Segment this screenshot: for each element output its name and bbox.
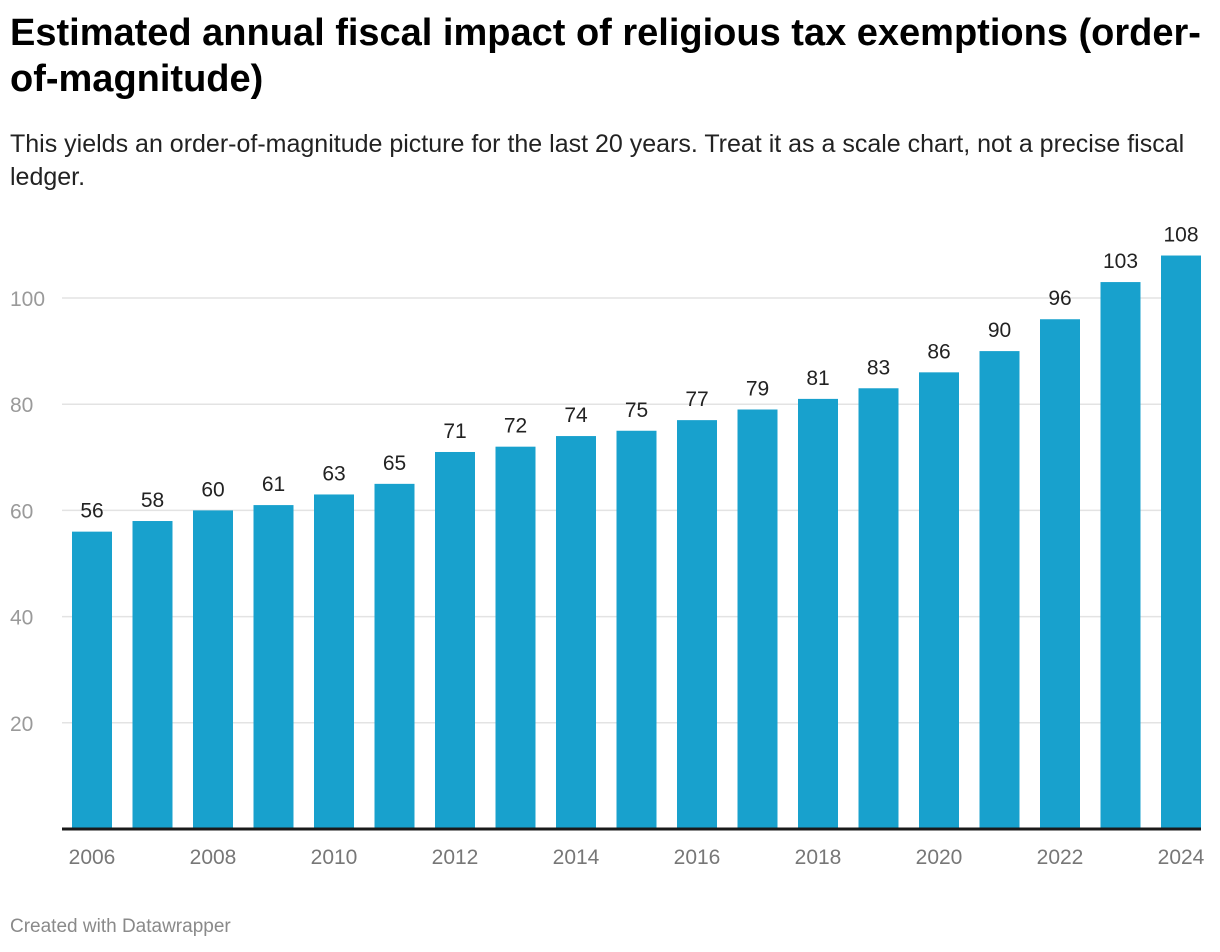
x-tick-label: 2006 <box>69 846 116 869</box>
data-label: 71 <box>443 420 466 443</box>
data-label: 74 <box>564 404 588 427</box>
footer-credit[interactable]: Created with Datawrapper <box>10 916 231 937</box>
bar <box>193 510 233 829</box>
bar <box>495 446 536 829</box>
x-tick-label: 2012 <box>432 846 479 869</box>
data-label: 108 <box>1163 224 1198 247</box>
x-tick-label: 2010 <box>311 846 358 869</box>
bar <box>1161 255 1201 829</box>
bar <box>132 521 173 829</box>
y-tick-label: 80 <box>10 394 33 417</box>
data-label: 63 <box>322 462 345 485</box>
data-label: 72 <box>504 415 527 438</box>
bar <box>1040 319 1080 829</box>
data-label: 65 <box>383 452 406 475</box>
chart-subtitle: This yields an order-of-magnitude pictur… <box>10 130 1185 191</box>
bar <box>1100 282 1141 829</box>
x-tick-label: 2024 <box>1158 846 1205 869</box>
data-label: 83 <box>867 356 890 379</box>
bar <box>979 351 1020 829</box>
bar <box>556 436 596 829</box>
chart-title: Estimated annual fiscal impact of religi… <box>10 12 1201 100</box>
bar <box>616 430 657 829</box>
bar <box>435 451 475 829</box>
y-tick-label: 60 <box>10 500 33 523</box>
bar <box>858 388 899 829</box>
x-tick-label: 2016 <box>674 846 721 869</box>
bar <box>374 483 415 829</box>
bar-chart: 20 40 60 80 100 56 58 60 61 63 65 71 72 74 75 77 79 81 83 8… <box>10 224 1205 869</box>
x-tick-label: 2022 <box>1037 846 1084 869</box>
bar <box>919 372 959 829</box>
data-label: 75 <box>625 399 648 422</box>
data-label: 90 <box>988 319 1011 342</box>
bar <box>72 531 112 829</box>
data-label: 81 <box>806 367 829 390</box>
data-label: 77 <box>685 388 708 411</box>
y-tick-label: 40 <box>10 607 33 630</box>
bar <box>677 420 717 829</box>
bar <box>253 505 294 829</box>
bar <box>314 494 354 829</box>
x-tick-label: 2008 <box>190 846 237 869</box>
bar <box>798 398 838 829</box>
x-tick-label: 2014 <box>553 846 600 869</box>
bar <box>737 409 778 829</box>
data-label: 58 <box>141 489 164 512</box>
data-label: 61 <box>262 473 285 496</box>
x-tick-label: 2018 <box>795 846 842 869</box>
data-label: 103 <box>1103 250 1138 273</box>
data-label: 60 <box>201 478 224 501</box>
x-tick-label: 2020 <box>916 846 963 869</box>
data-label: 79 <box>746 378 769 401</box>
data-label: 86 <box>927 340 950 363</box>
data-label: 96 <box>1048 287 1071 310</box>
y-tick-label: 20 <box>10 713 33 736</box>
y-tick-label: 100 <box>10 288 45 311</box>
data-label: 56 <box>80 500 103 523</box>
